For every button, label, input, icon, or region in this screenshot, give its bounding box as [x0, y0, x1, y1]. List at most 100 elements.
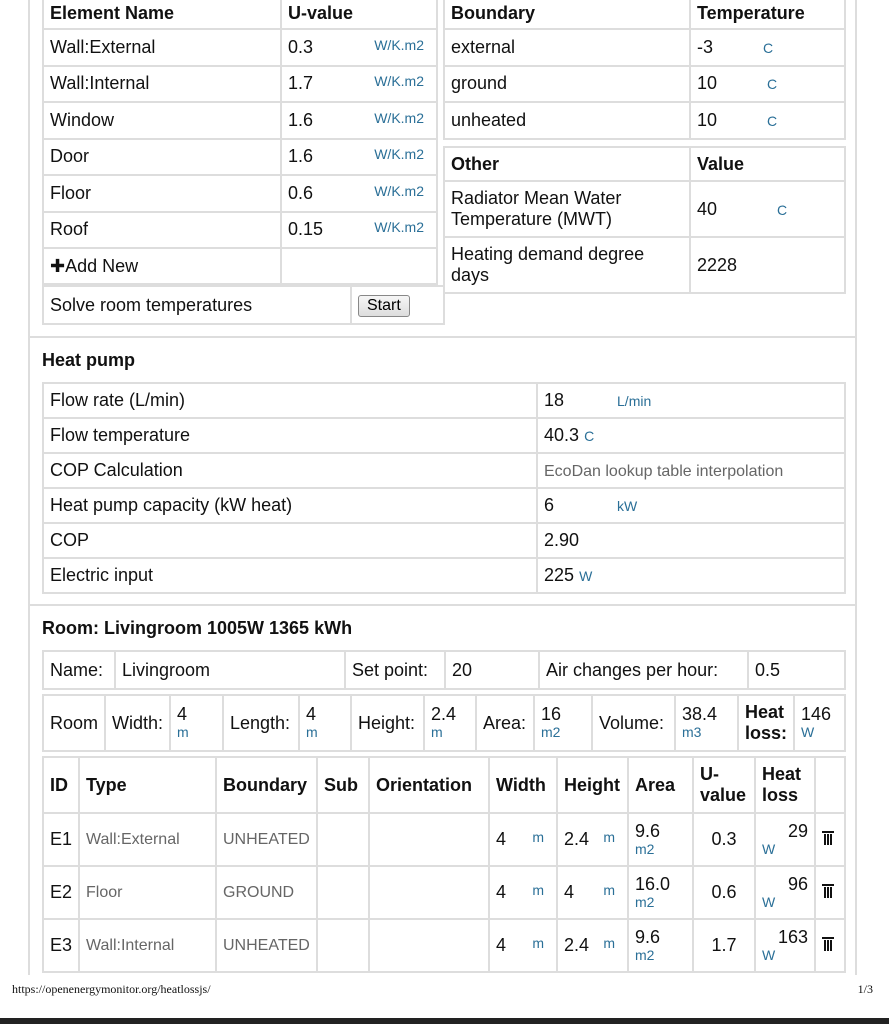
heatpump-label: Heat pump capacity (kW heat)	[42, 487, 538, 524]
delete-button[interactable]	[814, 812, 846, 867]
heatpump-value[interactable]: 18 L/min	[536, 382, 846, 419]
temperature-input[interactable]: 10 C	[689, 101, 846, 140]
element-name[interactable]: Wall:External	[42, 28, 282, 67]
heatpump-value[interactable]: 40.3 C	[536, 417, 846, 454]
orientation-cell[interactable]	[368, 865, 490, 920]
value: 4	[496, 935, 507, 955]
col-header: Height	[556, 756, 629, 814]
col-header: Sub	[316, 756, 370, 814]
other-label: Radiator Mean Water Temperature (MWT)	[443, 180, 691, 238]
element-name[interactable]: Door	[42, 137, 282, 176]
col-header: U-value	[280, 0, 438, 30]
room-elements-table: ID Type Boundary Sub Orientation Width Height A…	[42, 756, 846, 973]
other-value-input[interactable]: 40 C	[689, 180, 846, 238]
unit: L/min	[617, 393, 652, 409]
u-value: 1.7	[692, 918, 756, 973]
bottom-bar	[0, 1018, 889, 1024]
unit: m	[532, 935, 544, 951]
heatpump-value[interactable]: EcoDan lookup table interpolation	[536, 452, 846, 489]
element-row: Roof 0.15 W/K.m2	[42, 210, 438, 249]
value: 2.90	[544, 530, 580, 550]
area-label: Area:	[475, 694, 535, 752]
delete-button[interactable]	[814, 918, 846, 973]
unit: m	[306, 724, 318, 740]
element-name[interactable]: Roof	[42, 210, 282, 249]
unit: W	[762, 893, 776, 910]
length-label: Length:	[222, 694, 300, 752]
trash-icon	[822, 882, 834, 898]
heatloss-value: 29	[787, 820, 808, 841]
width-input[interactable]: 4	[177, 704, 188, 724]
setpoint-input[interactable]: 20	[444, 650, 540, 690]
add-new-button[interactable]: ✚Add New	[42, 247, 282, 285]
boundary-name[interactable]: external	[443, 28, 691, 67]
height-input[interactable]: 2.4 m	[556, 812, 629, 867]
element-name[interactable]: Window	[42, 101, 282, 140]
col-header: ID	[42, 756, 80, 814]
ach-input[interactable]: 0.5	[747, 650, 846, 690]
element-row: Floor 0.6 W/K.m2	[42, 174, 438, 213]
type-select[interactable]: Wall:Internal	[78, 918, 217, 973]
value: 6	[544, 495, 555, 515]
solve-table: Solve room temperatures Start	[42, 285, 445, 325]
u-value-input[interactable]: 1.7 W/K.m2	[280, 64, 438, 103]
sub-cell[interactable]	[316, 918, 370, 973]
unit: m	[177, 724, 189, 740]
boundary-select[interactable]: UNHEATED	[215, 812, 318, 867]
col-header: Other	[443, 146, 691, 182]
orientation-cell[interactable]	[368, 812, 490, 867]
start-button[interactable]: Start	[358, 294, 410, 317]
u-value: 0.3	[288, 36, 314, 57]
other-label: Heating demand degree days	[443, 236, 691, 294]
unit: C	[767, 112, 778, 129]
unit: C	[584, 428, 595, 444]
temperature-input[interactable]: 10 C	[689, 64, 846, 103]
type-select[interactable]: Wall:External	[78, 812, 217, 867]
element-name[interactable]: Floor	[42, 174, 282, 213]
boundary-row: unheated 10 C	[443, 101, 846, 140]
element-id: E2	[42, 865, 80, 920]
name-label: Name:	[42, 650, 116, 690]
u-value-input[interactable]: 0.15 W/K.m2	[280, 210, 438, 249]
u-value-input[interactable]: 1.6 W/K.m2	[280, 101, 438, 140]
u-value-input[interactable]: 1.6 W/K.m2	[280, 137, 438, 176]
height-input[interactable]: 2.4 m	[556, 918, 629, 973]
col-header: Heat loss	[754, 756, 816, 814]
heatpump-value[interactable]: 6 kW	[536, 487, 846, 524]
sub-cell[interactable]	[316, 812, 370, 867]
boundary-name[interactable]: unheated	[443, 101, 691, 140]
heatpump-table: Flow rate (L/min) 18 L/min Flow temperatur…	[42, 382, 846, 594]
element-id: E1	[42, 812, 80, 867]
unit: W	[801, 724, 815, 740]
width-label: Width:	[104, 694, 171, 752]
heatpump-label: Flow rate (L/min)	[42, 382, 538, 419]
type-select[interactable]: Floor	[78, 865, 217, 920]
unit: m	[603, 882, 615, 898]
room-name-input[interactable]: Livingroom	[114, 650, 346, 690]
length-input[interactable]: 4	[306, 704, 317, 724]
u-value-input[interactable]: 0.3 W/K.m2	[280, 28, 438, 67]
unit: W/K.m2	[374, 109, 424, 126]
unit: C	[763, 39, 774, 56]
element-row: Door 1.6 W/K.m2	[42, 137, 438, 176]
height-input[interactable]: 2.4	[431, 704, 457, 724]
element-name[interactable]: Wall:Internal	[42, 64, 282, 103]
sub-cell[interactable]	[316, 865, 370, 920]
heatpump-row: Flow temperature 40.3 C	[42, 417, 846, 454]
unit: C	[777, 201, 788, 218]
value: 4	[496, 882, 507, 902]
value: 18	[544, 390, 565, 410]
orientation-cell[interactable]	[368, 918, 490, 973]
boundary-select[interactable]: UNHEATED	[215, 918, 318, 973]
other-value-input[interactable]: 2228	[689, 236, 846, 294]
boundary-select[interactable]: GROUND	[215, 865, 318, 920]
u-value-input[interactable]: 0.6 W/K.m2	[280, 174, 438, 213]
boundary-name[interactable]: ground	[443, 64, 691, 103]
temperature-input[interactable]: -3 C	[689, 28, 846, 67]
delete-button[interactable]	[814, 865, 846, 920]
